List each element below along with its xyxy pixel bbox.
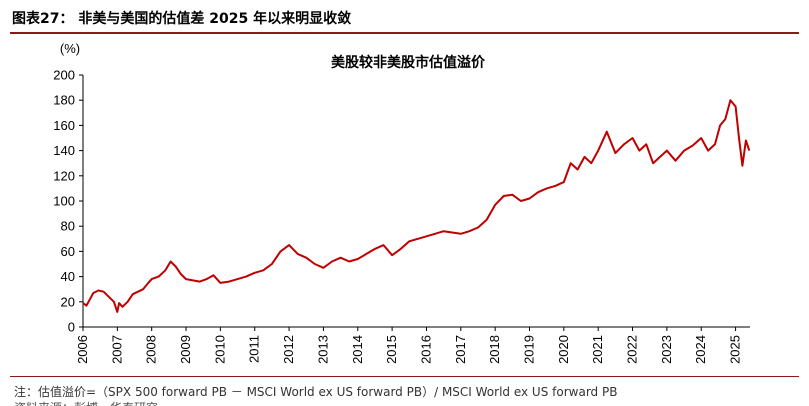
x-tick-label: 2025	[728, 335, 743, 364]
x-tick-label: 2015	[384, 335, 399, 364]
x-tick-label: 2021	[590, 335, 605, 364]
line-chart: 美股较非美股市估值溢价 (%) 0 20 40 60 80 100 120 140 160 180…	[53, 41, 751, 364]
x-tick-label: 2006	[75, 335, 90, 364]
x-tick-label: 2023	[659, 335, 674, 364]
x-tick-label: 2008	[144, 335, 159, 364]
y-tick-label: 0	[68, 320, 75, 335]
x-tick-label: 2019	[521, 335, 536, 364]
y-tick-label: 200	[53, 68, 75, 83]
x-axis: 2006 2007 2008 2009 2010 2011 2012 2013 2014 2015…	[75, 326, 750, 364]
x-tick-label: 2017	[453, 335, 468, 364]
y-tick-label: 40	[61, 269, 75, 284]
x-tick-label: 2010	[212, 335, 227, 364]
chart-title: 美股较非美股市估值溢价	[331, 54, 486, 71]
y-tick-label: 120	[53, 168, 75, 183]
y-tick-label: 60	[61, 244, 75, 259]
y-axis-unit-label: (%)	[60, 41, 80, 56]
x-tick-label: 2013	[315, 335, 330, 364]
source-note: 资料来源：彭博，华泰研究	[14, 399, 158, 406]
x-tick-label: 2024	[693, 335, 708, 364]
x-tick-label: 2009	[178, 335, 193, 364]
x-tick-label: 2011	[247, 335, 262, 363]
x-tick-label: 2018	[487, 335, 502, 364]
x-tick-label: 2014	[350, 335, 365, 364]
series-layer	[82, 99, 751, 313]
y-tick-label: 140	[53, 143, 75, 158]
figure-title: 图表27： 非美与美国的估值差 2025 年以来明显收敛	[12, 11, 352, 27]
bottom-rule	[10, 376, 799, 377]
top-rule	[10, 32, 799, 34]
x-tick-label: 2012	[281, 335, 296, 364]
x-tick-label: 2022	[625, 335, 640, 364]
y-axis: 0 20 40 60 80 100 120 140 160 180 200	[53, 68, 84, 335]
y-tick-label: 20	[61, 294, 75, 309]
y-tick-label: 160	[53, 118, 75, 133]
y-tick-label: 100	[53, 194, 75, 209]
x-tick-label: 2020	[556, 335, 571, 364]
footnote: 注：估值溢价=（SPX 500 forward PB － MSCI World …	[14, 385, 618, 399]
x-tick-label: 2016	[418, 335, 433, 364]
series-line	[82, 99, 751, 313]
y-tick-label: 180	[53, 93, 75, 108]
y-tick-label: 80	[61, 219, 75, 234]
x-tick-label: 2007	[109, 335, 124, 364]
